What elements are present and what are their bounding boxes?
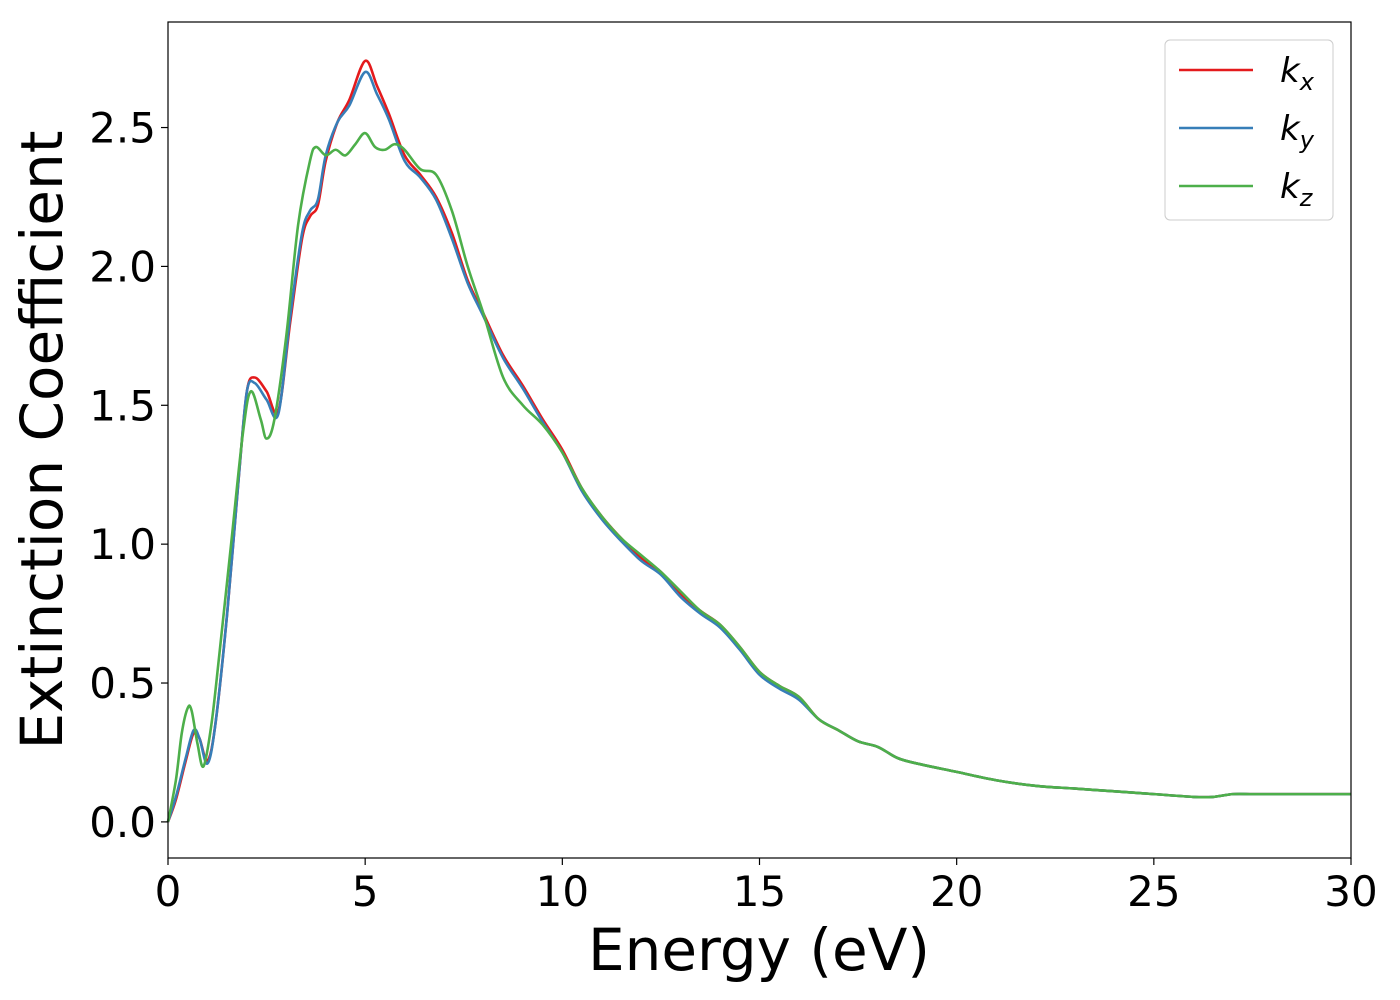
y-tick-label: 0.5 bbox=[89, 659, 156, 708]
y-axis-label: Extinction Coefficient bbox=[8, 131, 76, 750]
y-tick-label: 2.5 bbox=[89, 104, 156, 153]
legend: kx ky kz bbox=[1164, 39, 1334, 221]
x-tick-label: 5 bbox=[352, 867, 379, 916]
y-axis-ticks: 0.0 0.5 1.0 1.5 2.0 2.5 bbox=[89, 104, 168, 847]
legend-label-kz: kz bbox=[1280, 167, 1314, 212]
x-tick-label: 10 bbox=[536, 867, 589, 916]
x-tick-label: 30 bbox=[1324, 867, 1377, 916]
legend-box bbox=[1164, 39, 1334, 221]
series-layer bbox=[166, 59, 1351, 823]
y-tick-label: 0.0 bbox=[89, 798, 156, 847]
x-axis-label: Energy (eV) bbox=[588, 916, 930, 984]
legend-label-ky: ky bbox=[1280, 109, 1315, 154]
y-tick-label: 1.5 bbox=[89, 381, 156, 430]
y-tick-label: 1.0 bbox=[89, 520, 156, 569]
plot-area bbox=[168, 22, 1351, 858]
x-tick-label: 25 bbox=[1127, 867, 1180, 916]
legend-label-kx: kx bbox=[1280, 51, 1315, 96]
series-line-kz bbox=[166, 131, 1351, 823]
x-tick-label: 15 bbox=[733, 867, 786, 916]
y-tick-label: 2.0 bbox=[89, 242, 156, 291]
x-axis-ticks: 0 5 10 15 20 25 30 bbox=[155, 858, 1378, 916]
x-tick-label: 0 bbox=[155, 867, 182, 916]
x-tick-label: 20 bbox=[930, 867, 983, 916]
